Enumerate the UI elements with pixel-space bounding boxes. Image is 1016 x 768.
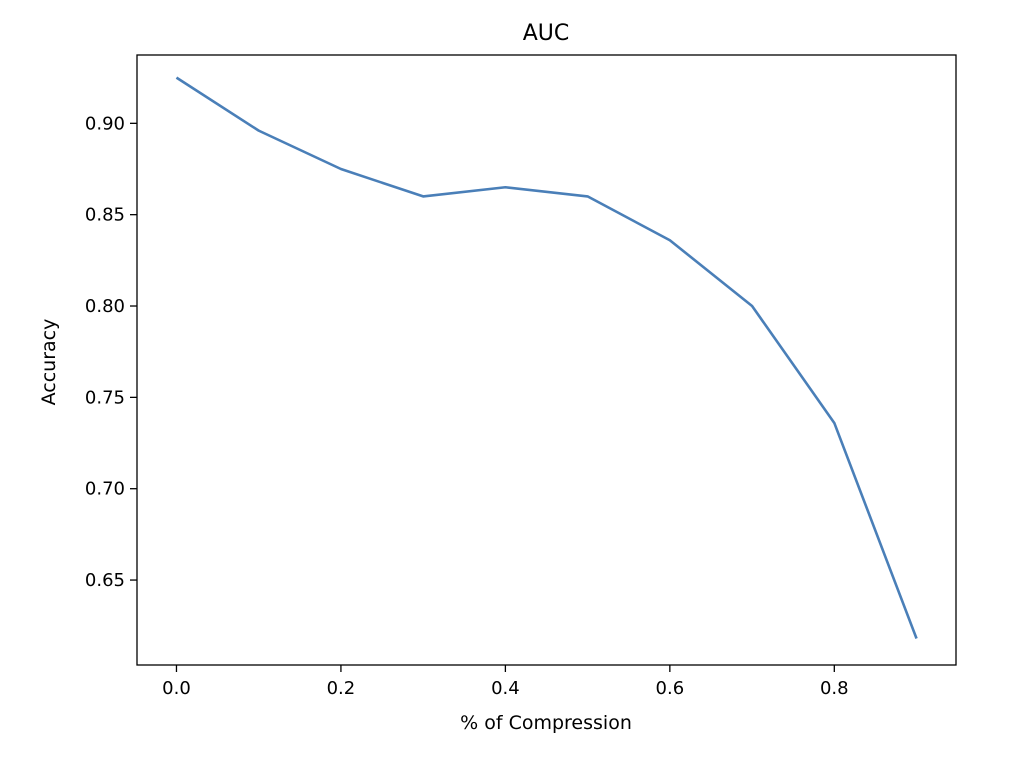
y-axis: 0.65 0.70 0.75 0.80 0.85 0.90 [85,113,137,591]
series-line [175,76,918,639]
y-tick-label: 0.90 [85,113,125,134]
series-layer [175,76,918,639]
y-tick-label: 0.70 [85,479,125,500]
x-tick-label: 0.2 [327,678,356,699]
y-tick-label: 0.85 [85,205,125,226]
x-tick-label: 0.8 [820,678,849,699]
chart-title: AUC [523,21,570,46]
y-tick-label: 0.80 [85,296,125,317]
y-axis-title: Accuracy [38,319,60,406]
y-tick-label: 0.65 [85,570,125,591]
y-tick-label: 0.75 [85,387,125,408]
x-axis: 0.0 0.2 0.4 0.6 0.8 [162,665,849,699]
x-tick-label: 0.0 [162,678,191,699]
x-axis-title: % of Compression [460,712,632,734]
plot-area: 0.65 0.70 0.75 0.80 0.85 0.90 0.0 0.2 0.4 0.6 0.8 [85,54,957,699]
x-tick-label: 0.4 [491,678,520,699]
x-tick-label: 0.6 [656,678,685,699]
plot-frame [136,54,957,666]
